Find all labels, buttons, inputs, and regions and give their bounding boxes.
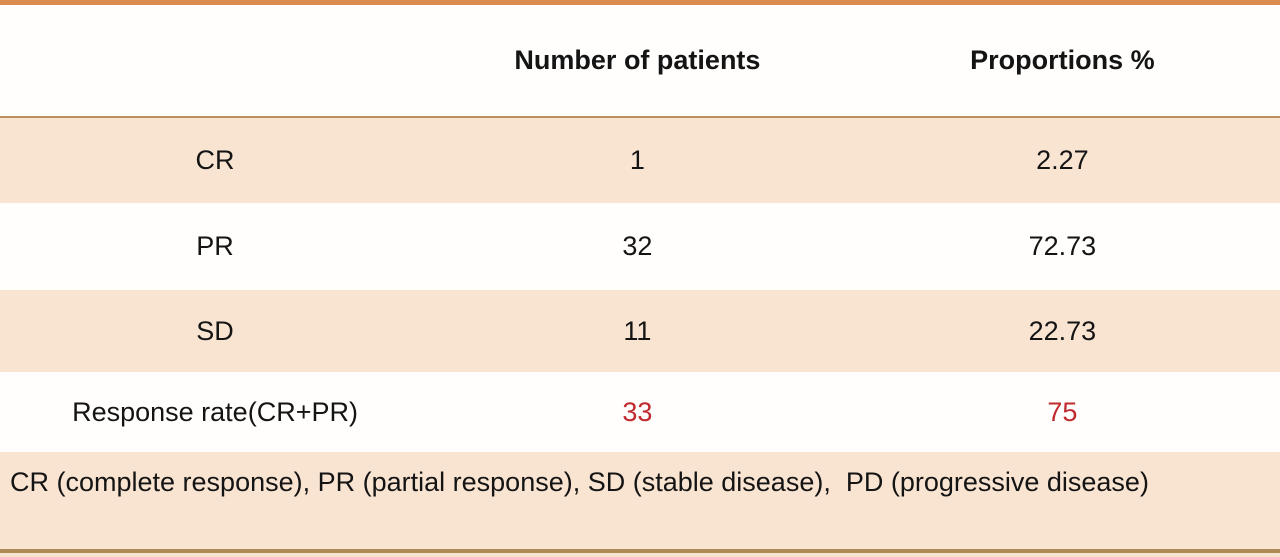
table-row: PR 32 72.73: [0, 203, 1280, 290]
table-header-row: Number of patients Proportions %: [0, 5, 1280, 116]
table-body: CR 1 2.27 PR 32 72.73 SD 11 22.73 Respon…: [0, 118, 1280, 452]
table-row: SD 11 22.73: [0, 290, 1280, 372]
header-divider-line: [0, 116, 1280, 118]
table-bottom-border: [0, 549, 1280, 553]
row-proportion-value: 75: [1047, 396, 1078, 427]
row-patients-value: 33: [622, 396, 653, 427]
row-proportion-value: 2.27: [1036, 145, 1089, 175]
row-proportion-value: 72.73: [1028, 231, 1097, 261]
row-patients-value: 1: [629, 145, 645, 175]
row-proportion-value: 22.73: [1028, 315, 1097, 346]
row-patients-value: 11: [623, 315, 652, 346]
row-label: Response rate(CR+PR): [72, 396, 358, 427]
row-patients-value: 32: [622, 231, 653, 261]
table-bottom-strip: [0, 553, 1280, 557]
table-row: CR 1 2.27: [0, 118, 1280, 203]
row-label: CR: [195, 145, 235, 175]
header-number-of-patients: Number of patients: [514, 45, 761, 75]
row-label: SD: [196, 315, 234, 346]
header-proportions: Proportions %: [970, 45, 1155, 75]
table-row: Response rate(CR+PR) 33 75: [0, 372, 1280, 452]
row-label: PR: [196, 231, 234, 261]
table-footnote: CR (complete response), PR (partial resp…: [0, 452, 1280, 549]
table-top-border: [0, 0, 1280, 5]
